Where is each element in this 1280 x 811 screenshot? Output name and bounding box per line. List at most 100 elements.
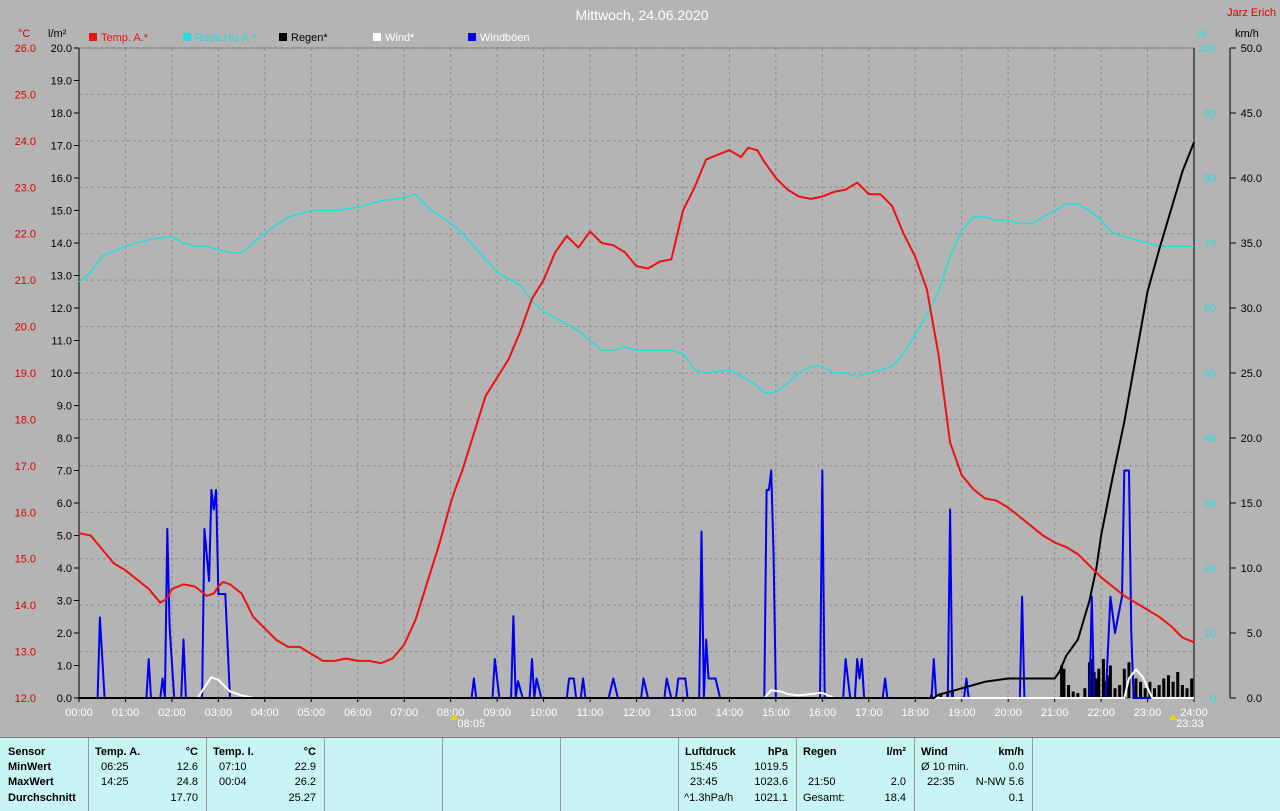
rain-header: Regen <box>803 746 837 758</box>
rain-bar <box>1148 681 1152 698</box>
x-tick-label: 15:00 <box>762 707 790 719</box>
wind-tick-label: 45.0 <box>1241 108 1262 120</box>
wind-avg-value: 0.1 <box>1008 792 1024 804</box>
wind-tick-label: 5.0 <box>1247 628 1262 640</box>
rain-bar <box>1134 678 1138 698</box>
rain-bar <box>939 693 943 698</box>
sun-marker-label: 08:05 <box>458 718 486 730</box>
temp-i-max-value: 26.2 <box>294 776 316 788</box>
rain-tick-label: 18.0 <box>51 108 72 120</box>
x-tick-label: 14:00 <box>716 707 744 719</box>
rain-tick-label: 20.0 <box>51 43 72 55</box>
wind-tick-label: 15.0 <box>1241 498 1262 510</box>
legend-swatch-temp <box>89 33 97 41</box>
weather-chart: 12.0 13.0 14.0 15.0 16.0 17.0 18.0 19.0 20.0 21.0… <box>14 7 1276 730</box>
chart-series <box>78 141 1195 699</box>
x-tick-label: 02:00 <box>158 707 186 719</box>
rain-tick-label: 11.0 <box>51 336 72 348</box>
rain-bar <box>1166 675 1170 698</box>
humidity-tick-label: 60 <box>1204 303 1216 315</box>
x-tick-label: 08:00 <box>437 707 465 719</box>
temp-tick-label: 17.0 <box>15 461 36 473</box>
rain-tick-label: 10.0 <box>51 368 72 380</box>
x-tick-label: 06:00 <box>344 707 372 719</box>
stats-divider <box>678 738 679 811</box>
pressure-max-time: 23:45 <box>690 776 718 788</box>
x-tick-label: 24:00 <box>1180 707 1208 719</box>
rain-tick-label: 16.0 <box>51 173 72 185</box>
legend-label-humidity: Relat.Hu.A.* <box>195 32 256 44</box>
wind-tick-label: 35.0 <box>1241 238 1262 250</box>
rain-tick-label: 7.0 <box>57 466 72 478</box>
humidity-tick-label: 20 <box>1204 563 1216 575</box>
stats-divider <box>914 738 915 811</box>
legend-label-temp: Temp. A.* <box>101 32 149 44</box>
chart-grid <box>78 47 1195 699</box>
rain-bar <box>1060 665 1064 698</box>
rain-axis-unit: l/m² <box>48 28 67 40</box>
rain-line <box>79 141 1195 699</box>
humidity-tick-label: 30 <box>1204 498 1216 510</box>
row-label-min: MinWert <box>8 761 52 773</box>
rain-bar <box>1176 672 1180 698</box>
temp-i-header: Temp. I. <box>213 746 254 758</box>
rain-bar <box>1108 665 1112 698</box>
stats-divider <box>1032 738 1033 811</box>
wind-avg10-value: 0.0 <box>1008 761 1024 773</box>
chart-legend: Temp. A.* Relat.Hu.A.* Regen* Wind* Wind… <box>89 32 530 44</box>
x-tick-label: 18:00 <box>901 707 929 719</box>
temp-i-min-time: 07:10 <box>219 761 247 773</box>
rain-tick-label: 0.0 <box>57 693 72 705</box>
temp-tick-label: 23.0 <box>15 182 36 194</box>
wind-max-time: 22:35 <box>927 776 955 788</box>
stats-divider <box>796 738 797 811</box>
x-tick-label: 04:00 <box>251 707 279 719</box>
rain-bar <box>1067 685 1071 698</box>
stats-divider <box>206 738 207 811</box>
wind-tick-label: 40.0 <box>1241 173 1262 185</box>
wind-tick-label: 10.0 <box>1241 563 1262 575</box>
temp-tick-label: 15.0 <box>15 554 36 566</box>
legend-swatch-rain <box>279 33 287 41</box>
chart-title: Mittwoch, 24.06.2020 <box>575 7 708 23</box>
x-tick-label: 22:00 <box>1087 707 1115 719</box>
brand-label: Jarz Erich <box>1227 7 1276 19</box>
pressure-avg-value: 1021.1 <box>754 792 788 804</box>
rain-bar <box>1171 681 1175 698</box>
humidity-line <box>78 193 1194 394</box>
rain-tick-label: 12.0 <box>51 303 72 315</box>
rain-tick-label: 15.0 <box>51 206 72 218</box>
wind-header: Wind <box>921 746 948 758</box>
x-tick-label: 00:00 <box>65 707 93 719</box>
rain-tick-label: 14.0 <box>51 238 72 250</box>
rain-bar <box>1162 678 1166 698</box>
rain-tick-label: 6.0 <box>57 498 72 510</box>
rain-bar <box>1106 675 1110 698</box>
x-tick-label: 07:00 <box>390 707 418 719</box>
humidity-tick-label: 40 <box>1204 433 1216 445</box>
rain-tick-label: 9.0 <box>57 401 72 413</box>
legend-swatch-gust <box>468 33 476 41</box>
pressure-max-value: 1023.6 <box>754 776 788 788</box>
rain-bar <box>1118 685 1122 698</box>
pressure-header: Luftdruck <box>685 746 736 758</box>
temp-tick-label: 19.0 <box>15 368 36 380</box>
rain-bar <box>1090 659 1094 698</box>
humidity-axis-unit: % <box>1197 28 1207 40</box>
pressure-min-time: 15:45 <box>690 761 718 773</box>
x-tick-label: 20:00 <box>994 707 1022 719</box>
chart-axes: 12.0 13.0 14.0 15.0 16.0 17.0 18.0 19.0 20.0 21.0… <box>15 43 1262 730</box>
humidity-tick-label: 90 <box>1204 108 1216 120</box>
humidity-tick-label: 80 <box>1204 173 1216 185</box>
x-tick-label: 17:00 <box>855 707 883 719</box>
temp-a-header: Temp. A. <box>95 746 141 758</box>
humidity-tick-label: 70 <box>1204 238 1216 250</box>
wind-tick-label: 30.0 <box>1241 303 1262 315</box>
rain-bar <box>1185 688 1189 698</box>
rain-bar <box>1113 688 1117 698</box>
rain-bar <box>1101 659 1105 698</box>
x-tick-label: 05:00 <box>298 707 326 719</box>
legend-label-gust: Windböen <box>480 32 530 44</box>
humidity-tick-label: 100 <box>1198 43 1216 55</box>
x-tick-label: 16:00 <box>809 707 837 719</box>
